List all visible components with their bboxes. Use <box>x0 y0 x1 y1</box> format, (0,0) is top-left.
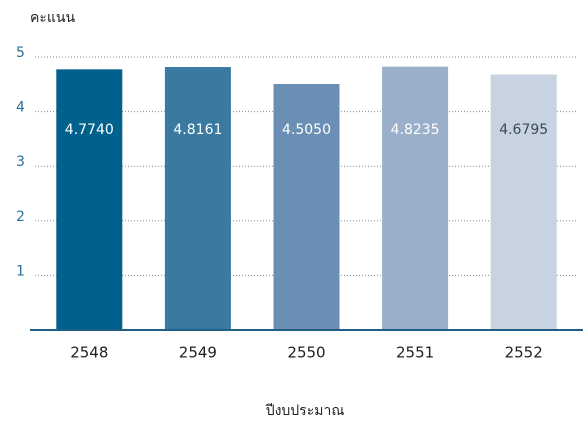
y-axis-label: คะแนน <box>30 10 75 26</box>
y-tick-label: 2 <box>16 209 25 225</box>
bar <box>164 67 231 330</box>
bar <box>273 84 340 330</box>
x-axis-label: ปีงบประมาณ <box>265 403 344 419</box>
y-tick-label: 3 <box>16 154 25 170</box>
value-label: 4.5050 <box>282 122 331 138</box>
bar <box>382 66 449 330</box>
value-label: 4.8161 <box>173 122 222 138</box>
x-tick-label: 2551 <box>396 344 434 362</box>
bar <box>56 69 123 330</box>
x-tick-label: 2549 <box>179 344 217 362</box>
y-tick-label: 1 <box>16 263 25 279</box>
bar <box>490 74 557 330</box>
y-tick-label: 4 <box>16 100 25 116</box>
value-label: 4.6795 <box>499 122 548 138</box>
x-tick-label: 2548 <box>70 344 108 362</box>
x-tick-label: 2550 <box>287 344 325 362</box>
value-label: 4.8235 <box>391 122 440 138</box>
value-label: 4.7740 <box>65 122 114 138</box>
y-tick-label: 5 <box>16 45 25 61</box>
x-tick-label: 2552 <box>505 344 543 362</box>
